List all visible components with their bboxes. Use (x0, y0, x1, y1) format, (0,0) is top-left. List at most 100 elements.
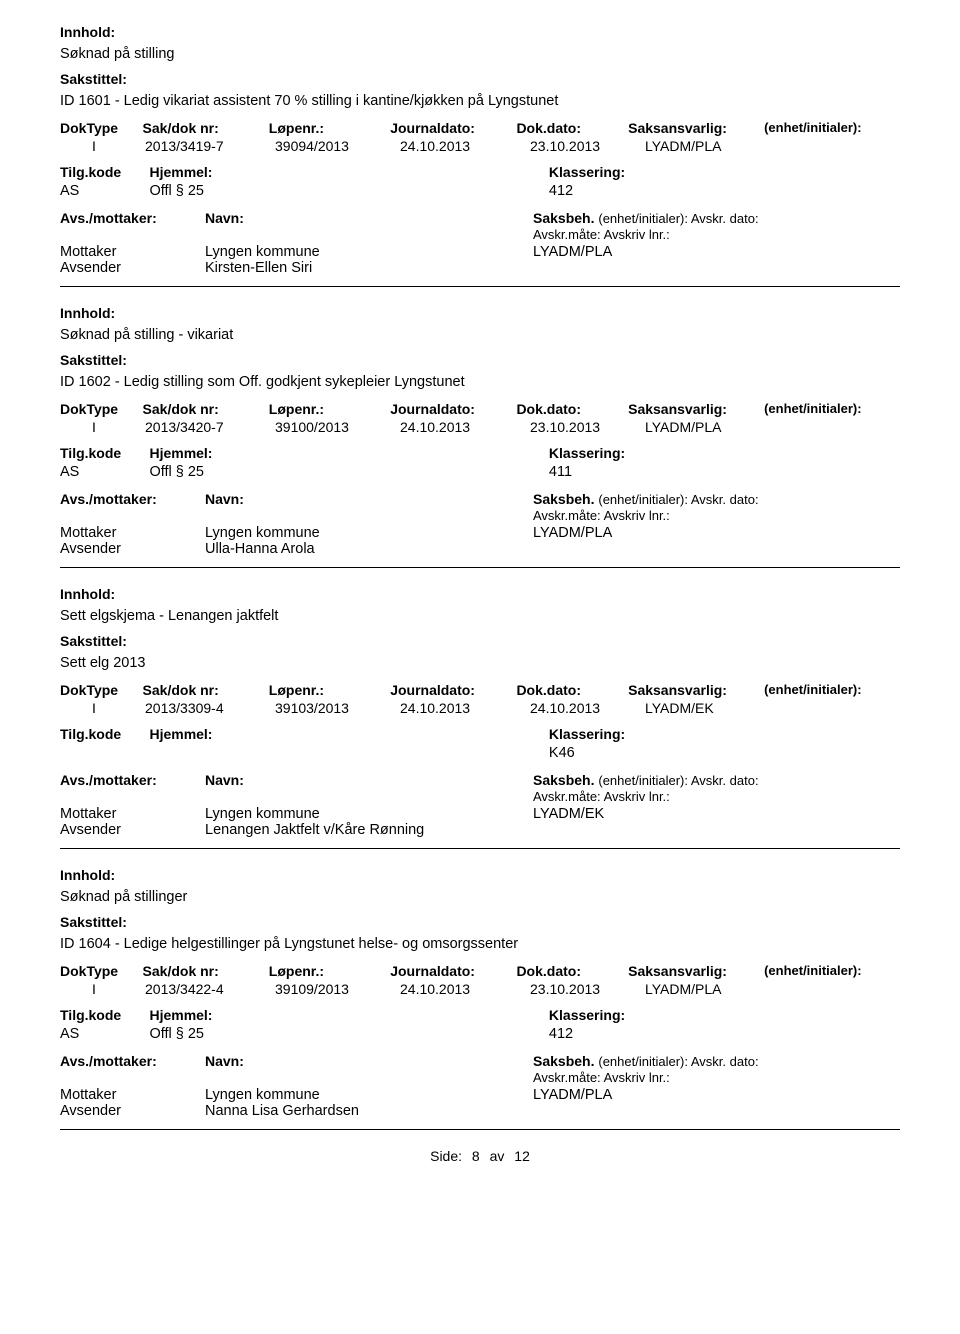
saksansvarlig-header: Saksansvarlig: (628, 120, 764, 136)
lopenr-value: 39100/2013 (275, 419, 400, 435)
hjemmel-value: Offl § 25 (149, 183, 349, 199)
enhet-header: (enhet/initialer): (764, 401, 900, 417)
saksbeh-header: Saksbeh. (enhet/initialer): Avskr. dato:… (533, 772, 763, 804)
avsender-row: Avsender Ulla-Hanna Arola (60, 541, 900, 557)
page: Innhold: Søknad på stilling Sakstittel: … (0, 0, 960, 1180)
tilg-row-values: AS Offl § 25 411 (60, 463, 900, 481)
saksbeh-bold: Saksbeh. (533, 210, 594, 226)
mottaker-label: Mottaker (60, 525, 205, 541)
avsender-navn: Ulla-Hanna Arola (205, 541, 533, 557)
hjemmel-header: Hjemmel: (149, 1007, 349, 1023)
innhold-label: Innhold: (60, 24, 115, 40)
page-footer: Side: 8 av 12 (60, 1148, 900, 1164)
mottaker-row: Mottaker Lyngen kommune LYADM/PLA (60, 244, 900, 260)
saksansvarlig-header: Saksansvarlig: (628, 401, 764, 417)
saksansvarlig-header: Saksansvarlig: (628, 682, 764, 698)
navn-header: Navn: (205, 210, 533, 242)
doktype-header: DokType (60, 963, 143, 979)
innhold-label: Innhold: (60, 305, 115, 321)
avsender-label: Avsender (60, 822, 205, 838)
avsender-row: Avsender Lenangen Jaktfelt v/Kåre Rønnin… (60, 822, 900, 838)
side-label: Side: (430, 1148, 462, 1164)
doktype-header: DokType (60, 120, 143, 136)
avs-mottaker-header: Avs./mottaker: (60, 1053, 205, 1085)
enhet-header: (enhet/initialer): (764, 682, 900, 698)
mottaker-row: Mottaker Lyngen kommune LYADM/PLA (60, 525, 900, 541)
mottaker-navn: Lyngen kommune (205, 1087, 533, 1103)
meta-values: I 2013/3420-7 39100/2013 24.10.2013 23.1… (60, 419, 900, 435)
avsender-label: Avsender (60, 260, 205, 276)
meta-values: I 2013/3422-4 39109/2013 24.10.2013 23.1… (60, 981, 900, 997)
sakdok-value: 2013/3309-4 (145, 700, 275, 716)
saksansvarlig-value: LYADM/EK (645, 700, 785, 716)
lopenr-header: Løpenr.: (269, 682, 390, 698)
dokdato-header: Dok.dato: (516, 963, 628, 979)
tilg-row-values: K46 (60, 744, 900, 762)
sakstittel-label: Sakstittel: (60, 914, 127, 930)
klassering-value: 412 (549, 1026, 573, 1042)
tilgkode-header: Tilg.kode (60, 726, 145, 742)
sakstittel-label: Sakstittel: (60, 352, 127, 368)
sakdok-value: 2013/3420-7 (145, 419, 275, 435)
lopenr-header: Løpenr.: (269, 120, 390, 136)
navn-header: Navn: (205, 772, 533, 804)
sakstittel-value: ID 1601 - Ledig vikariat assistent 70 % … (60, 93, 558, 109)
dokdato-value: 23.10.2013 (530, 138, 645, 154)
dokdato-value: 24.10.2013 (530, 700, 645, 716)
av-label: av (490, 1148, 505, 1164)
hjemmel-header: Hjemmel: (149, 164, 349, 180)
sakdok-header: Sak/dok nr: (143, 401, 269, 417)
mottaker-label: Mottaker (60, 1087, 205, 1103)
avsender-navn: Lenangen Jaktfelt v/Kåre Rønning (205, 822, 533, 838)
sakstittel-value: ID 1604 - Ledige helgestillinger på Lyng… (60, 936, 518, 952)
doktype-header: DokType (60, 682, 143, 698)
record: Innhold: Sett elgskjema - Lenangen jaktf… (60, 586, 900, 849)
journaldato-header: Journaldato: (390, 963, 516, 979)
page-total: 12 (514, 1148, 530, 1164)
innhold-value: Sett elgskjema - Lenangen jaktfelt (60, 608, 278, 624)
tilgkode-header: Tilg.kode (60, 445, 145, 461)
doktype-value: I (92, 138, 145, 154)
mottaker-label: Mottaker (60, 244, 205, 260)
avsender-navn: Kirsten-Ellen Siri (205, 260, 533, 276)
journaldato-value: 24.10.2013 (400, 138, 530, 154)
sakdok-header: Sak/dok nr: (143, 963, 269, 979)
saksbeh-header: Saksbeh. (enhet/initialer): Avskr. dato:… (533, 210, 763, 242)
journaldato-header: Journaldato: (390, 682, 516, 698)
tilg-row-headers: Tilg.kode Hjemmel: Klassering: (60, 726, 900, 744)
innhold-value: Søknad på stilling - vikariat (60, 327, 233, 343)
party-headers: Avs./mottaker: Navn: Saksbeh. (enhet/ini… (60, 210, 900, 242)
meta-headers: DokType Sak/dok nr: Løpenr.: Journaldato… (60, 963, 900, 979)
record: Innhold: Søknad på stillinger Sakstittel… (60, 867, 900, 1130)
tilgkode-value: AS (60, 183, 145, 199)
klassering-header: Klassering: (549, 726, 625, 742)
saksbeh-value: LYADM/PLA (533, 1087, 763, 1103)
sakstittel-value: Sett elg 2013 (60, 655, 145, 671)
saksansvarlig-header: Saksansvarlig: (628, 963, 764, 979)
sakdok-header: Sak/dok nr: (143, 120, 269, 136)
record: Innhold: Søknad på stilling Sakstittel: … (60, 24, 900, 287)
dokdato-header: Dok.dato: (516, 682, 628, 698)
klassering-header: Klassering: (549, 164, 625, 180)
avsender-navn: Nanna Lisa Gerhardsen (205, 1103, 533, 1119)
saksansvarlig-value: LYADM/PLA (645, 138, 785, 154)
tilg-row-values: AS Offl § 25 412 (60, 1025, 900, 1043)
sakdok-value: 2013/3419-7 (145, 138, 275, 154)
avsender-label: Avsender (60, 1103, 205, 1119)
party-headers: Avs./mottaker: Navn: Saksbeh. (enhet/ini… (60, 491, 900, 523)
dokdato-header: Dok.dato: (516, 120, 628, 136)
tilgkode-header: Tilg.kode (60, 1007, 145, 1023)
klassering-header: Klassering: (549, 445, 625, 461)
avs-mottaker-header: Avs./mottaker: (60, 772, 205, 804)
avsender-row: Avsender Kirsten-Ellen Siri (60, 260, 900, 276)
record-separator (60, 567, 900, 568)
avsender-row: Avsender Nanna Lisa Gerhardsen (60, 1103, 900, 1119)
tilgkode-value: AS (60, 464, 145, 480)
dokdato-header: Dok.dato: (516, 401, 628, 417)
party-headers: Avs./mottaker: Navn: Saksbeh. (enhet/ini… (60, 1053, 900, 1085)
doktype-value: I (92, 981, 145, 997)
hjemmel-header: Hjemmel: (149, 726, 349, 742)
avs-mottaker-header: Avs./mottaker: (60, 491, 205, 523)
sakstittel-value: ID 1602 - Ledig stilling som Off. godkje… (60, 374, 465, 390)
record-separator (60, 286, 900, 287)
